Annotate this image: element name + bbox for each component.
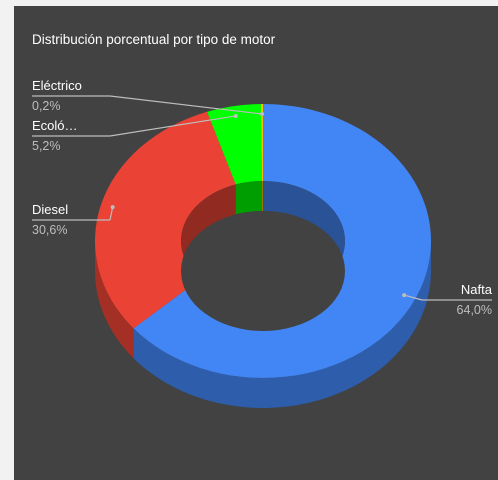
slice-value-nafta: 64,0%	[457, 303, 492, 317]
hole-wall-ecolo-0	[235, 181, 262, 215]
slice-labels: Nafta 64,0% Diesel 30,6% Ecoló… 5,2% Eléctrico…	[32, 78, 493, 317]
slice-ecolo	[207, 104, 262, 185]
slice-diesel	[95, 111, 236, 329]
slice-value-ele-ctrico: 0,2%	[32, 99, 61, 113]
hole-walls	[181, 181, 345, 271]
slice-label-ecolo: Ecoló…	[32, 118, 78, 133]
slice-side-diesel	[95, 241, 134, 359]
slice-ele-ctrico	[260, 104, 263, 182]
slice-value-ecolo: 5,2%	[32, 139, 61, 153]
leader-line-ecolo	[109, 115, 236, 137]
leader-dot-ele-ctrico	[260, 112, 265, 117]
leader-line-diesel	[109, 206, 114, 221]
slice-value-diesel: 30,6%	[32, 223, 67, 237]
leader-dot-diesel	[110, 205, 115, 210]
leader-line-nafta	[403, 294, 423, 301]
hole-wall-diesel-0	[181, 184, 236, 271]
leader-line-ele-ctrico	[109, 95, 263, 115]
slice-label-diesel: Diesel	[32, 202, 68, 217]
slice-label-ele-ctrico: Eléctrico	[32, 78, 82, 93]
slice-side-nafta	[133, 241, 431, 408]
hole-floor	[181, 211, 345, 331]
hole-wall-nafta-0	[263, 181, 345, 271]
leader-dot-ecolo	[233, 113, 238, 118]
leader-dot-nafta	[402, 293, 407, 298]
chart-title: Distribución porcentual por tipo de moto…	[32, 32, 276, 47]
hole-wall-ele-ctrico-0	[261, 181, 263, 212]
slice-sides	[95, 241, 431, 408]
donut-chart: Nafta 64,0% Diesel 30,6% Ecoló… 5,2% Eléctrico…	[32, 78, 493, 408]
slice-label-nafta: Nafta	[461, 282, 493, 297]
chart-card: Distribución porcentual por tipo de moto…	[14, 6, 498, 480]
